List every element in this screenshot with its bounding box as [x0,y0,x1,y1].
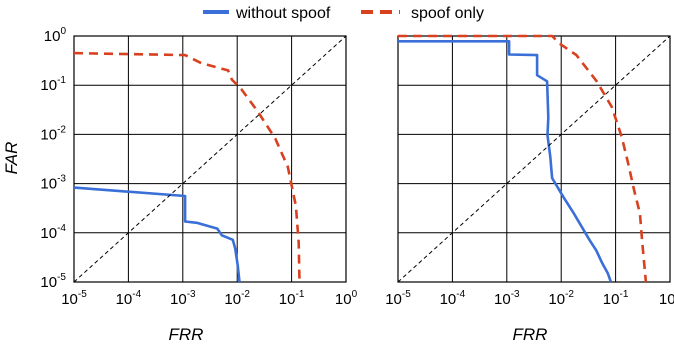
chart-panel-right: 10-5 10-4 10-3 10-2 10-1 100 [385,34,674,308]
x-tick-label: 100 [335,289,358,308]
series-line-without-spoof [398,39,613,283]
y-tick-label: 100 [44,26,67,45]
legend: without spoof spoof only [203,5,484,22]
x-tick-label: 10-5 [61,289,87,308]
series-line-without-spoof [73,186,241,283]
x-tick-label: 10-2 [548,289,574,308]
series-line-spoof-only [73,51,301,283]
x-tick-label: 10-2 [224,289,250,308]
diagonal-reference-line [73,35,347,283]
x-tick-label: 10-4 [440,289,466,308]
diagonal-reference-line [397,35,671,283]
y-tick-label: 10-3 [40,174,66,193]
y-tick-label: 10-4 [40,223,66,242]
x-tick-label: 10-3 [494,289,520,308]
y-tick-label: 10-5 [40,272,66,291]
legend-label-without-spoof: without spoof [235,5,331,22]
chart-panel-left: 10-5 10-4 10-3 10-2 10-1 100 10-5 10-4 10-3 10-2 1… [40,26,357,308]
x-tick-label: 10-1 [603,289,629,308]
x-tick-label: 10-1 [279,289,305,308]
x-tick-label: 100 [659,289,674,308]
legend-label-spoof-only: spoof only [411,5,484,22]
x-tick-label: 10-3 [170,289,196,308]
y-tick-label: 10-2 [40,124,66,143]
series-line-spoof-only [398,34,648,283]
y-axis-title: FAR [2,142,21,175]
x-axis-title-left: FRR [169,325,204,344]
x-tick-label: 10-4 [116,289,142,308]
plot-frame [73,35,347,283]
x-tick-label: 10-5 [385,289,411,308]
x-axis-title-right: FRR [513,325,548,344]
y-tick-label: 10-1 [40,75,66,94]
